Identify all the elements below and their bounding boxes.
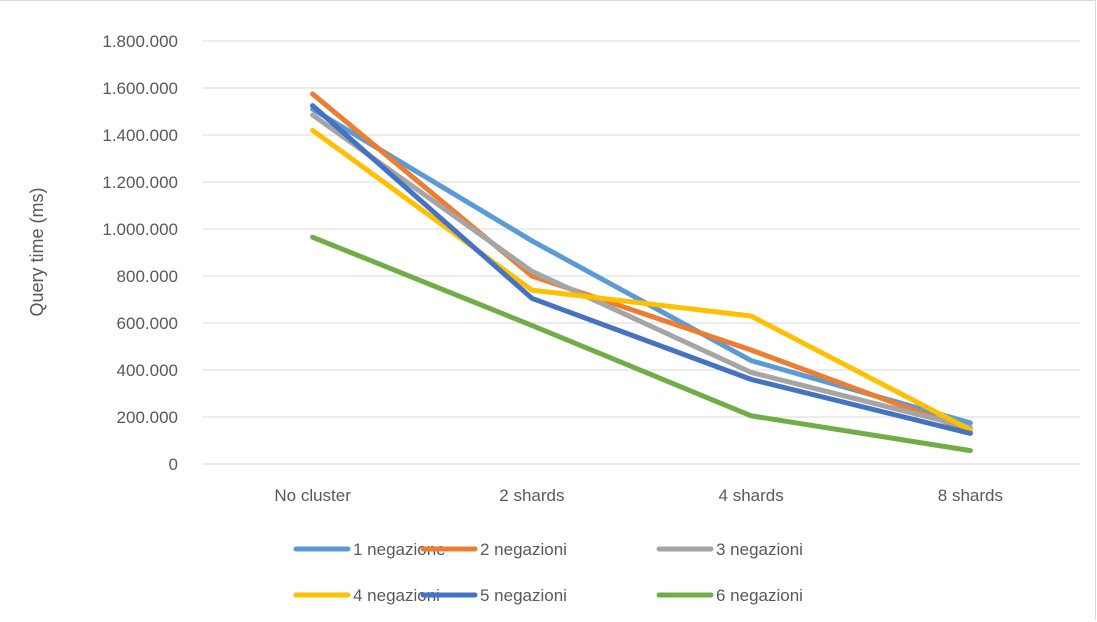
legend-label: 5 negazioni [480,586,567,605]
y-tick-label: 200.000 [117,408,178,427]
y-tick-label: 400.000 [117,361,178,380]
legend-item[interactable]: 6 negazioni [656,586,803,605]
y-tick-label: 600.000 [117,314,178,333]
series-line-2 [310,91,973,434]
x-tick-label: 2 shards [499,486,564,505]
series-line-3 [310,112,973,431]
legend-item[interactable]: 5 negazioni [420,586,567,605]
series-line-6 [310,234,973,454]
y-tick-label: 1.200.000 [102,173,178,192]
y-tick-label: 1.400.000 [102,126,178,145]
x-tick-label: 4 shards [719,486,784,505]
legend-label: 1 negazione [353,540,446,559]
series-line-4 [310,127,973,433]
legend[interactable]: 1 negazione 2 negazioni 3 negazioni 4 negaz… [293,540,803,605]
legend-item[interactable]: 3 negazioni [656,540,803,559]
legend-label: 3 negazioni [716,540,803,559]
series-line-1 [310,106,973,426]
y-tick-label: 800.000 [117,267,178,286]
x-tick-label: No cluster [274,486,351,505]
legend-label: 2 negazioni [480,540,567,559]
series-lines [310,91,973,454]
y-axis-tick-labels: 0 200.000 400.000 600.000 800.000 1.000.000 1.… [102,32,178,474]
y-tick-label: 1.800.000 [102,32,178,51]
y-axis-title: Query time (ms) [27,187,47,316]
x-tick-label: 8 shards [938,486,1003,505]
legend-item[interactable]: 4 negazioni [293,586,440,605]
y-tick-label: 0 [169,455,178,474]
legend-item[interactable]: 2 negazioni [420,540,567,559]
y-tick-label: 1.000.000 [102,220,178,239]
x-axis-tick-labels: No cluster 2 shards 4 shards 8 shards [274,486,1003,505]
legend-item[interactable]: 1 negazione [293,540,446,559]
y-tick-label: 1.600.000 [102,79,178,98]
legend-label: 4 negazioni [353,586,440,605]
series-line-5 [310,103,973,436]
legend-label: 6 negazioni [716,586,803,605]
gridlines [203,40,1080,465]
